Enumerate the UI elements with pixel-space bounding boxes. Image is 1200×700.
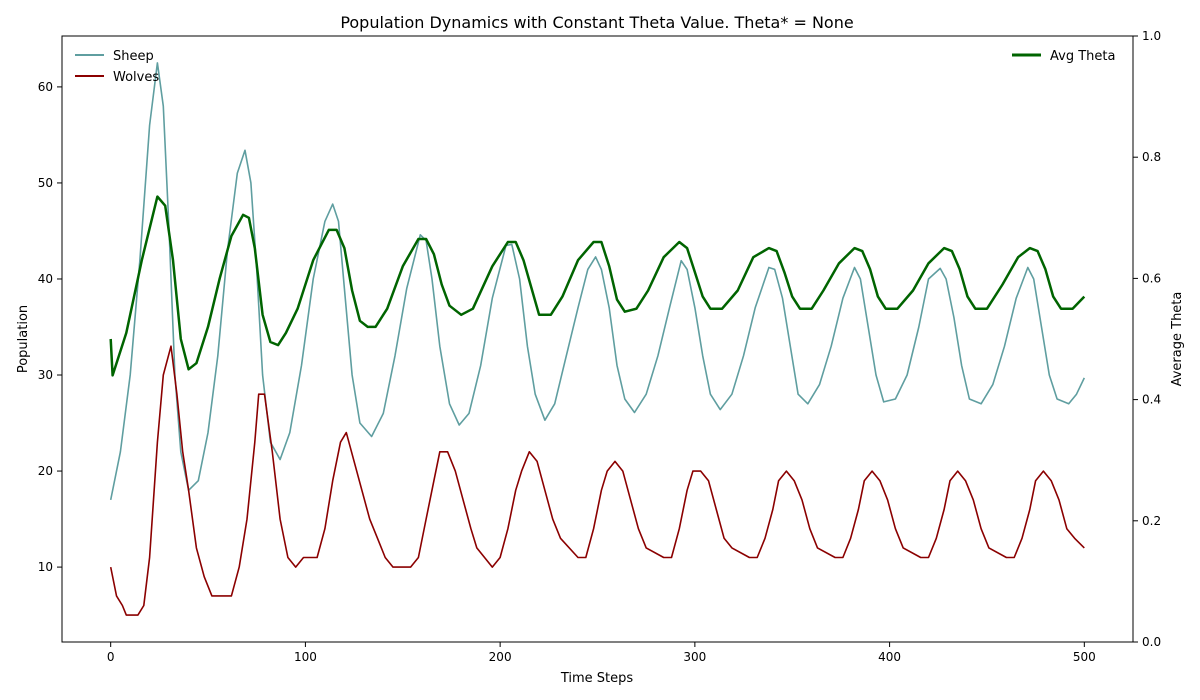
x-tick-label: 400 [878,650,901,664]
legend-avg-theta-label: Avg Theta [1050,49,1115,64]
y2-tick-label: 0.2 [1142,514,1161,528]
y2-axis-ticks: 0.0 0.2 0.4 0.6 0.8 1.0 [1133,29,1161,649]
y-tick-label: 20 [38,464,53,478]
x-tick-label: 0 [107,650,115,664]
y-axis-label: Population [16,305,31,373]
y-axis-ticks: 10 20 30 40 50 60 [38,80,62,574]
x-axis-ticks: 0 100 200 300 400 500 [107,642,1096,664]
series-line-wolves [109,345,1085,616]
y2-tick-label: 0.4 [1142,393,1161,407]
legend-wolves-label: Wolves [113,70,159,85]
y2-tick-label: 0.6 [1142,271,1161,285]
legend-sheep-label: Sheep [113,49,154,64]
y-tick-label: 60 [38,80,53,94]
x-axis-label: Time Steps [560,671,634,686]
x-tick-label: 300 [683,650,706,664]
legend-left: Sheep Wolves [75,49,159,85]
y2-tick-label: 0.0 [1142,635,1161,649]
chart-title: Population Dynamics with Constant Theta … [340,13,853,32]
y2-tick-label: 0.8 [1142,150,1161,164]
series-layer [109,62,1086,616]
y2-axis-label: Average Theta [1170,292,1185,387]
y-tick-label: 10 [38,560,53,574]
x-tick-label: 200 [489,650,512,664]
series-line-avg-theta [109,195,1086,377]
x-tick-label: 100 [294,650,317,664]
plot-frame [61,35,1134,643]
y-tick-label: 30 [38,368,53,382]
legend-right: Avg Theta [1012,49,1115,64]
x-tick-label: 500 [1073,650,1096,664]
y-tick-label: 40 [38,272,53,286]
series-line-sheep [109,62,1086,501]
y2-tick-label: 1.0 [1142,29,1161,43]
y-tick-label: 50 [38,176,53,190]
